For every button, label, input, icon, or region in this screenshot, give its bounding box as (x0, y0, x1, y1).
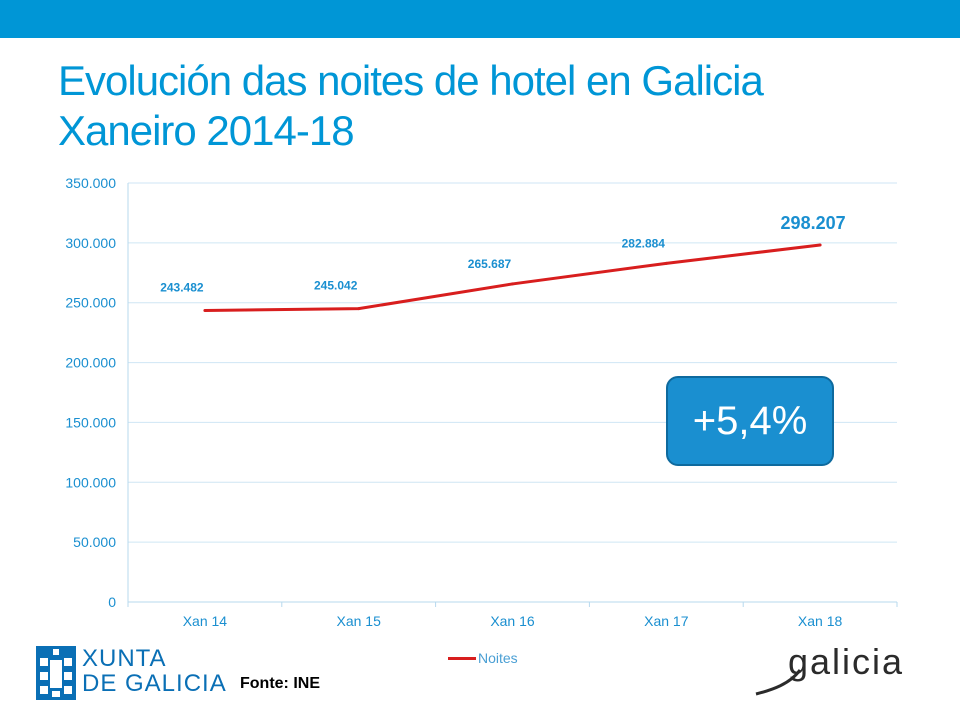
legend-swatch (448, 656, 476, 660)
data-point (357, 307, 361, 311)
xunta-logo-text: XUNTA DE GALICIA (82, 646, 227, 696)
y-tick-label: 0 (108, 594, 116, 610)
y-tick-label: 50.000 (73, 534, 116, 550)
y-tick-label: 250.000 (65, 295, 116, 311)
xunta-shield-icon (36, 646, 76, 700)
data-point (511, 282, 514, 286)
xunta-logo-line-2: DE GALICIA (82, 670, 227, 697)
legend-label: Noites (478, 650, 518, 666)
source-note: Fonte: INE (240, 675, 320, 692)
data-point (664, 261, 668, 265)
y-tick-label: 200.000 (65, 355, 116, 371)
x-tick-label: Xan 14 (183, 613, 228, 629)
galicia-logo-text: galicia (788, 641, 904, 682)
data-point (203, 309, 207, 313)
data-label: 265.687 (468, 257, 512, 271)
galicia-brand-logo: galicia (755, 641, 904, 696)
slide-title: Evolución das noites de hotel en Galicia… (58, 56, 938, 156)
chart-legend: Noites (448, 650, 518, 666)
data-label: 245.042 (314, 279, 358, 293)
title-line-2: Xaneiro 2014-18 (58, 107, 355, 154)
title-line-1: Evolución das noites de hotel en Galicia (58, 57, 764, 104)
y-tick-label: 300.000 (65, 235, 116, 251)
data-label: 243.482 (160, 281, 204, 295)
series-line-noites (204, 243, 821, 313)
x-tick-label: Xan 16 (490, 613, 535, 629)
growth-badge: +5,4% (666, 376, 834, 466)
y-tick-label: 100.000 (65, 474, 116, 490)
x-tick-label: Xan 18 (798, 613, 843, 629)
data-label: 282.884 (622, 236, 666, 250)
y-tick-label: 350.000 (65, 175, 116, 191)
x-tick-label: Xan 17 (644, 613, 689, 629)
xunta-logo-line-1: XUNTA (82, 645, 167, 672)
header-band (0, 0, 960, 38)
data-label: 298.207 (781, 213, 846, 233)
y-tick-label: 150.000 (65, 414, 116, 430)
x-tick-label: Xan 15 (337, 613, 382, 629)
data-point (818, 243, 822, 247)
